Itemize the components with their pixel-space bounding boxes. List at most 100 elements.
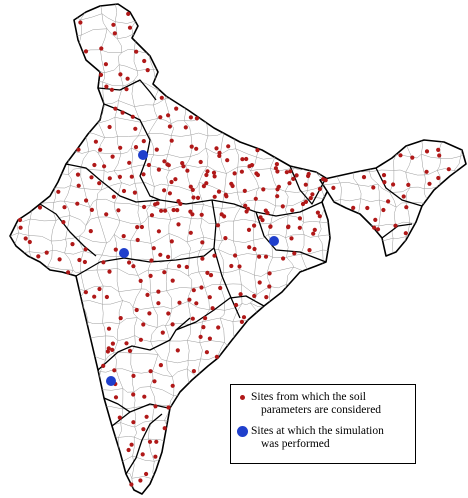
- soil-site-marker: [135, 225, 140, 230]
- soil-site-marker: [297, 216, 302, 221]
- soil-site-marker: [83, 247, 88, 252]
- soil-site-marker: [159, 208, 164, 213]
- soil-site-marker: [138, 278, 143, 283]
- soil-site-marker: [190, 316, 195, 321]
- soil-site-marker: [280, 204, 285, 209]
- soil-site-marker: [141, 427, 146, 432]
- soil-site-marker: [257, 254, 262, 259]
- soil-site-marker: [242, 188, 247, 193]
- soil-site-marker: [239, 319, 244, 324]
- soil-site-marker: [62, 205, 67, 210]
- soil-site-marker: [153, 454, 158, 459]
- soil-site-marker: [371, 185, 376, 190]
- soil-site-marker: [121, 188, 127, 194]
- soil-site-marker: [127, 160, 132, 165]
- soil-site-marker: [288, 169, 293, 174]
- soil-site-marker: [372, 225, 377, 230]
- soil-site-marker: [191, 369, 196, 374]
- soil-site-marker: [37, 205, 43, 210]
- soil-site-marker: [240, 157, 245, 162]
- soil-site-marker: [205, 169, 210, 174]
- legend-simulation-sites-line2: was performed: [261, 438, 330, 450]
- soil-site-marker: [98, 72, 104, 77]
- soil-site-marker: [393, 223, 398, 228]
- soil-site-marker: [101, 363, 106, 368]
- soil-site-marker: [398, 153, 403, 158]
- soil-site-marker: [201, 184, 206, 189]
- soil-site-marker: [76, 147, 81, 152]
- legend-simulation-sites-line1: Sites at which the simulation: [251, 425, 384, 437]
- soil-site-marker: [75, 172, 81, 177]
- simulation-sites-layer: [106, 150, 279, 386]
- soil-site-marker: [263, 254, 269, 259]
- mainland-outline: [9, 3, 331, 495]
- soil-site-marker: [188, 230, 193, 235]
- soil-site-marker: [212, 253, 217, 258]
- soil-site-marker: [381, 207, 386, 213]
- soil-site-marker: [446, 167, 451, 172]
- soil-site-marker: [158, 115, 163, 120]
- soil-site-marker: [175, 348, 180, 353]
- soil-site-marker: [148, 369, 153, 374]
- soil-site-marker: [97, 286, 102, 292]
- soil-site-marker: [83, 290, 88, 295]
- soil-site-marker: [195, 195, 201, 200]
- soil-site-marker: [238, 292, 243, 297]
- soil-site-marker: [124, 87, 129, 92]
- soil-site-marker: [274, 162, 279, 167]
- soil-site-marker: [127, 348, 133, 353]
- soil-site-marker: [246, 227, 252, 232]
- state-boundary-4: [39, 203, 97, 257]
- soil-site-marker: [132, 190, 137, 195]
- soil-site-marker: [17, 217, 23, 223]
- soil-site-marker: [133, 126, 138, 131]
- soil-site-marker: [178, 201, 183, 206]
- soil-site-marker: [303, 199, 309, 204]
- soil-site-marker: [162, 159, 167, 164]
- soil-site-marker: [244, 156, 249, 162]
- soil-site-marker: [131, 392, 136, 397]
- soil-site-marker: [375, 227, 381, 232]
- soil-site-marker: [141, 139, 146, 144]
- soil-site-marker: [110, 341, 115, 346]
- soil-site-marker: [424, 169, 429, 174]
- soil-site-marker: [292, 251, 297, 256]
- soil-site-marker: [130, 114, 135, 119]
- soil-site-marker: [200, 256, 205, 261]
- small-red-dot-icon: [240, 395, 245, 400]
- soil-site-marker: [365, 205, 370, 211]
- soil-site-marker: [275, 169, 280, 174]
- soil-site-marker: [273, 166, 278, 171]
- soil-site-marker: [169, 179, 174, 185]
- soil-site-marker: [170, 383, 175, 388]
- soil-site-marker: [159, 95, 164, 100]
- soil-site-marker: [183, 125, 188, 130]
- soil-site-marker: [166, 113, 171, 118]
- soil-site-marker: [247, 245, 252, 250]
- soil-site-marker: [107, 269, 112, 274]
- legend-soil-sites-line2: parameters are considered: [261, 404, 382, 416]
- soil-site-marker: [284, 170, 289, 175]
- soil-site-marker: [275, 194, 280, 199]
- soil-site-marker: [229, 263, 234, 269]
- soil-site-marker: [107, 124, 112, 130]
- soil-site-marker: [189, 144, 194, 149]
- soil-site-marker: [135, 237, 140, 243]
- soil-site-marker: [265, 210, 270, 216]
- soil-site-marker: [113, 247, 118, 252]
- soil-site-marker: [129, 482, 134, 487]
- soil-site-marker: [165, 162, 170, 167]
- soil-site-marker: [264, 295, 269, 300]
- soil-site-marker: [160, 330, 165, 335]
- soil-site-marker: [204, 181, 209, 186]
- soil-site-marker: [134, 49, 139, 54]
- soil-site-marker: [291, 176, 296, 181]
- soil-site-marker: [151, 246, 156, 251]
- soil-site-marker: [194, 146, 199, 151]
- state-boundary-5: [75, 247, 215, 277]
- soil-site-marker: [131, 264, 136, 269]
- soil-site-marker: [204, 350, 209, 355]
- soil-site-marker: [146, 162, 151, 168]
- soil-site-marker: [98, 147, 103, 152]
- soil-site-marker: [166, 405, 171, 410]
